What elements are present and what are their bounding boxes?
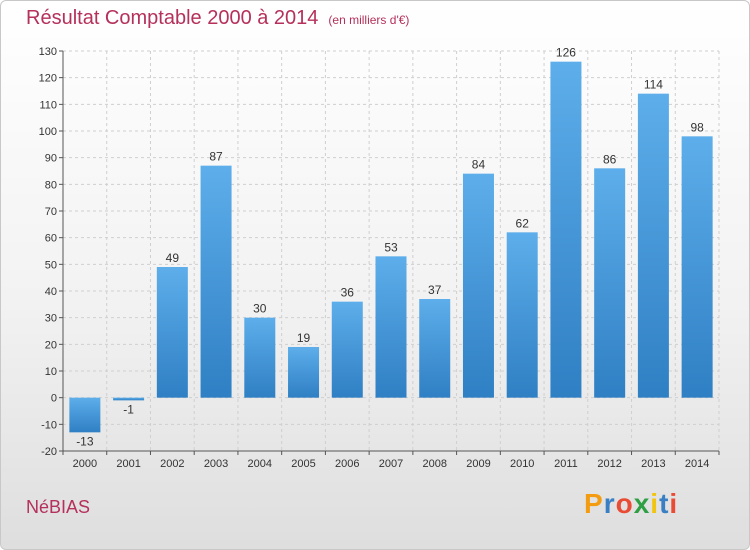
chart-subtitle: (en milliers d'€) bbox=[328, 13, 410, 27]
data-label: 114 bbox=[644, 78, 663, 92]
y-tick-label: 10 bbox=[45, 366, 57, 378]
bar-2013 bbox=[637, 93, 669, 398]
y-tick-label: 30 bbox=[45, 313, 57, 325]
data-label: 126 bbox=[556, 46, 576, 60]
x-tick-label: 2006 bbox=[335, 458, 359, 470]
y-tick-label: 50 bbox=[45, 259, 57, 271]
logo-letter: r bbox=[603, 488, 616, 519]
data-label: 36 bbox=[341, 286, 355, 300]
x-tick-label: 2014 bbox=[685, 458, 709, 470]
chart-title: Résultat Comptable 2000 à 2014 (en millie… bbox=[26, 7, 409, 30]
x-tick-label: 2011 bbox=[554, 458, 578, 470]
bar-2011 bbox=[550, 61, 582, 398]
x-tick-label: 2012 bbox=[597, 458, 621, 470]
data-label: 37 bbox=[428, 283, 442, 297]
y-tick-label: 60 bbox=[45, 233, 57, 245]
y-tick-label: 130 bbox=[39, 46, 57, 58]
data-label: 86 bbox=[603, 152, 617, 166]
bar-2005 bbox=[288, 347, 320, 398]
x-tick-label: 2004 bbox=[248, 458, 272, 470]
y-tick-label: 100 bbox=[39, 126, 57, 138]
title-text: Résultat Comptable 2000 à 2014 bbox=[26, 7, 319, 29]
bar-2003 bbox=[200, 165, 232, 398]
commune-name: NéBIAS bbox=[26, 497, 91, 517]
bar-2002 bbox=[156, 267, 188, 398]
bar-2000 bbox=[69, 397, 101, 433]
y-tick-label: 20 bbox=[45, 339, 57, 351]
bar-2006 bbox=[331, 301, 363, 398]
logo-letter: t bbox=[659, 488, 670, 519]
y-tick-label: 70 bbox=[45, 206, 57, 218]
y-tick-label: 80 bbox=[45, 179, 57, 191]
data-label: 53 bbox=[384, 240, 398, 254]
y-tick-label: -10 bbox=[41, 419, 57, 431]
data-label: -13 bbox=[76, 434, 94, 448]
data-label: -1 bbox=[123, 402, 134, 416]
y-tick-label: 0 bbox=[51, 393, 57, 405]
proxiti-logo: Proxiti bbox=[584, 488, 678, 520]
x-tick-label: 2013 bbox=[641, 458, 665, 470]
logo-letter: i bbox=[669, 488, 679, 519]
logo-letter: P bbox=[584, 488, 604, 519]
x-tick-label: 2008 bbox=[422, 458, 446, 470]
data-label: 19 bbox=[297, 331, 311, 345]
bar-2012 bbox=[594, 168, 626, 398]
y-tick-label: 110 bbox=[39, 99, 57, 111]
data-label: 84 bbox=[472, 158, 486, 172]
data-label: 62 bbox=[516, 216, 530, 230]
logo-letter: o bbox=[615, 488, 634, 519]
x-tick-label: 2000 bbox=[73, 458, 97, 470]
data-label: 30 bbox=[253, 302, 267, 316]
logo-letter: x bbox=[633, 488, 651, 519]
data-label: 98 bbox=[690, 120, 704, 134]
bar-2009 bbox=[462, 173, 494, 398]
x-tick-label: 2002 bbox=[160, 458, 184, 470]
y-tick-label: -20 bbox=[41, 446, 57, 458]
bar-2001 bbox=[113, 397, 145, 401]
y-tick-label: 40 bbox=[45, 286, 57, 298]
bar-2008 bbox=[419, 299, 451, 398]
y-tick-label: 90 bbox=[45, 153, 57, 165]
x-tick-label: 2007 bbox=[379, 458, 403, 470]
bar-2014 bbox=[681, 136, 713, 398]
data-label: 87 bbox=[209, 150, 223, 164]
bar-2004 bbox=[244, 317, 276, 398]
x-tick-label: 2010 bbox=[510, 458, 534, 470]
bar-2007 bbox=[375, 256, 407, 398]
x-tick-label: 2009 bbox=[466, 458, 490, 470]
x-tick-label: 2005 bbox=[291, 458, 315, 470]
x-tick-label: 2003 bbox=[204, 458, 228, 470]
logo-letter: i bbox=[650, 488, 660, 519]
y-tick-label: 120 bbox=[39, 73, 57, 85]
x-tick-label: 2001 bbox=[116, 458, 140, 470]
data-label: 49 bbox=[166, 251, 180, 265]
bar-2010 bbox=[506, 232, 538, 398]
